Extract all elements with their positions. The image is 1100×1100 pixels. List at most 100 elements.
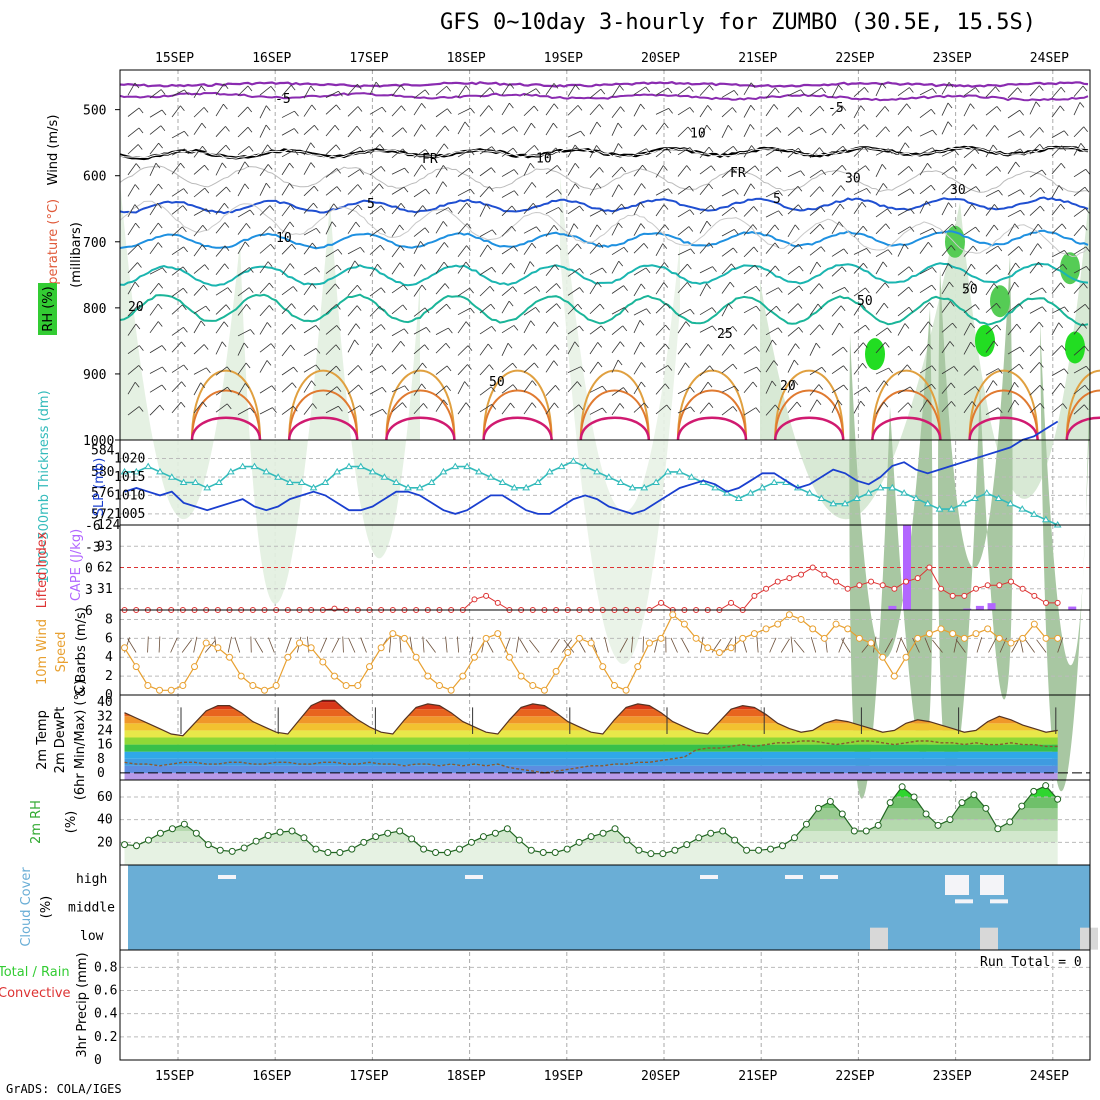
precip-tick: 0.2 [94,1030,117,1045]
wind-barb [303,305,315,316]
wind-speed-point [960,634,968,642]
wind-barb-flag [289,183,294,189]
wind-barb [743,145,752,158]
rh-contour-label: 50 [962,282,978,297]
wind-barb [633,283,642,297]
wind-barb [545,103,555,116]
wind-barb [171,341,182,353]
wind-speed-point [739,634,747,642]
wind-barb [589,145,597,159]
wind-barb-flag [709,365,715,372]
thickness-point [852,494,861,501]
wind-barb-flag [245,362,251,369]
slp-line [124,420,1059,515]
wind-barb [413,344,425,355]
wind-barb [633,341,641,355]
wind-barb [347,405,361,414]
wind-barb [1073,323,1083,335]
wind-speed-point [389,630,397,638]
wind-barb-flag [751,145,756,151]
wind-barb-flag [640,223,646,229]
wind-barb [567,223,575,237]
wind-speed-point [914,634,922,642]
wind-barb [699,325,713,333]
thickness-point [427,478,436,485]
wind-barb [589,281,598,295]
wind-barb-flag [706,124,712,131]
wind-barb-flag [773,104,779,110]
wind-barb-flag [992,144,998,151]
wind-barb-flag [181,381,186,387]
wind-barb [171,326,184,336]
wind-barb [1029,403,1041,414]
wind-barb-flag [1039,144,1045,150]
rh-2m-point [958,799,966,807]
wind-barb [919,227,933,235]
thickness-point [652,478,660,485]
wind-barb-flag [710,165,716,171]
wind-barb-flag [357,106,363,112]
wind-barb [523,261,531,275]
wind-barb-flag [183,188,188,194]
wind-barb-flag [754,264,760,271]
wind-barb [193,145,203,158]
wind-barb [721,145,734,155]
wind-barb-flag [927,242,933,248]
wind-barb [127,163,137,176]
wind-barb-flag [996,303,1001,309]
wind-barb-flag [380,244,385,251]
contour-label: 10 [276,231,292,246]
wind-barb [413,327,427,335]
wind-barb-flag [380,287,386,293]
wind-barb [149,222,159,235]
wind-barb [215,386,228,396]
temp-contour-30 [191,389,1100,441]
wind-barb [919,88,933,96]
wind-barb-flag [1060,282,1066,288]
wind-barb-flag [862,363,867,369]
wind-barb [193,224,204,237]
wind-barb-flag [596,121,602,128]
wind-barb [413,241,421,254]
wind-barb-flag [927,163,932,169]
rh-2m-point [934,821,942,829]
wind-barb-flag [1082,323,1087,329]
wind-barb-flag [161,345,167,351]
wind-barb [237,267,250,276]
wind-barb [545,147,557,159]
wind-barb [831,305,842,317]
wind-barb-flag [357,83,362,90]
wind-barb [765,210,779,218]
wind-speed-point [144,682,152,690]
wind-barb-flag [818,283,824,289]
wind-barb [897,306,910,317]
wind-barb-flag [1015,262,1020,269]
wind-barb-flag [838,84,843,91]
wind-barb [985,106,998,116]
wind-barb-flag [292,286,298,292]
wind-barb-flag [1039,345,1044,351]
wind-barb-flag [710,204,716,211]
wind-barb [721,206,734,217]
wind-barb [853,87,865,97]
wind-barb-flag [734,385,739,392]
wind-barb [435,181,444,195]
wind-speed-point [517,672,525,680]
wind-barb-10m [790,636,794,653]
wind-barb [765,327,779,336]
wind-barb [743,183,752,197]
wind-barb-flag [380,166,386,172]
temp-contour-minus5 [119,91,1089,102]
wind-barb-flag [707,105,713,111]
wind-barb [765,287,779,295]
wind-barb-10m [988,638,997,653]
wind-barb-flag [689,308,695,315]
wind-barb-flag [734,229,739,235]
wind-barb [919,242,929,254]
thickness-point [628,483,637,491]
rh-2m-point [300,834,308,842]
wind-barb [765,265,776,277]
wind-barb-flag [617,143,623,149]
wind-barb-flag [532,202,538,209]
wind-barb [633,86,646,95]
